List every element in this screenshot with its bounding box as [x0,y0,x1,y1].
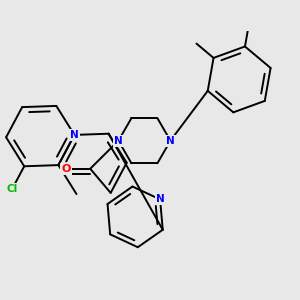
Text: N: N [166,136,175,146]
Text: N: N [70,130,79,140]
Text: O: O [61,164,71,174]
Text: N: N [156,194,164,204]
Text: N: N [114,136,123,146]
Text: Cl: Cl [6,184,18,194]
